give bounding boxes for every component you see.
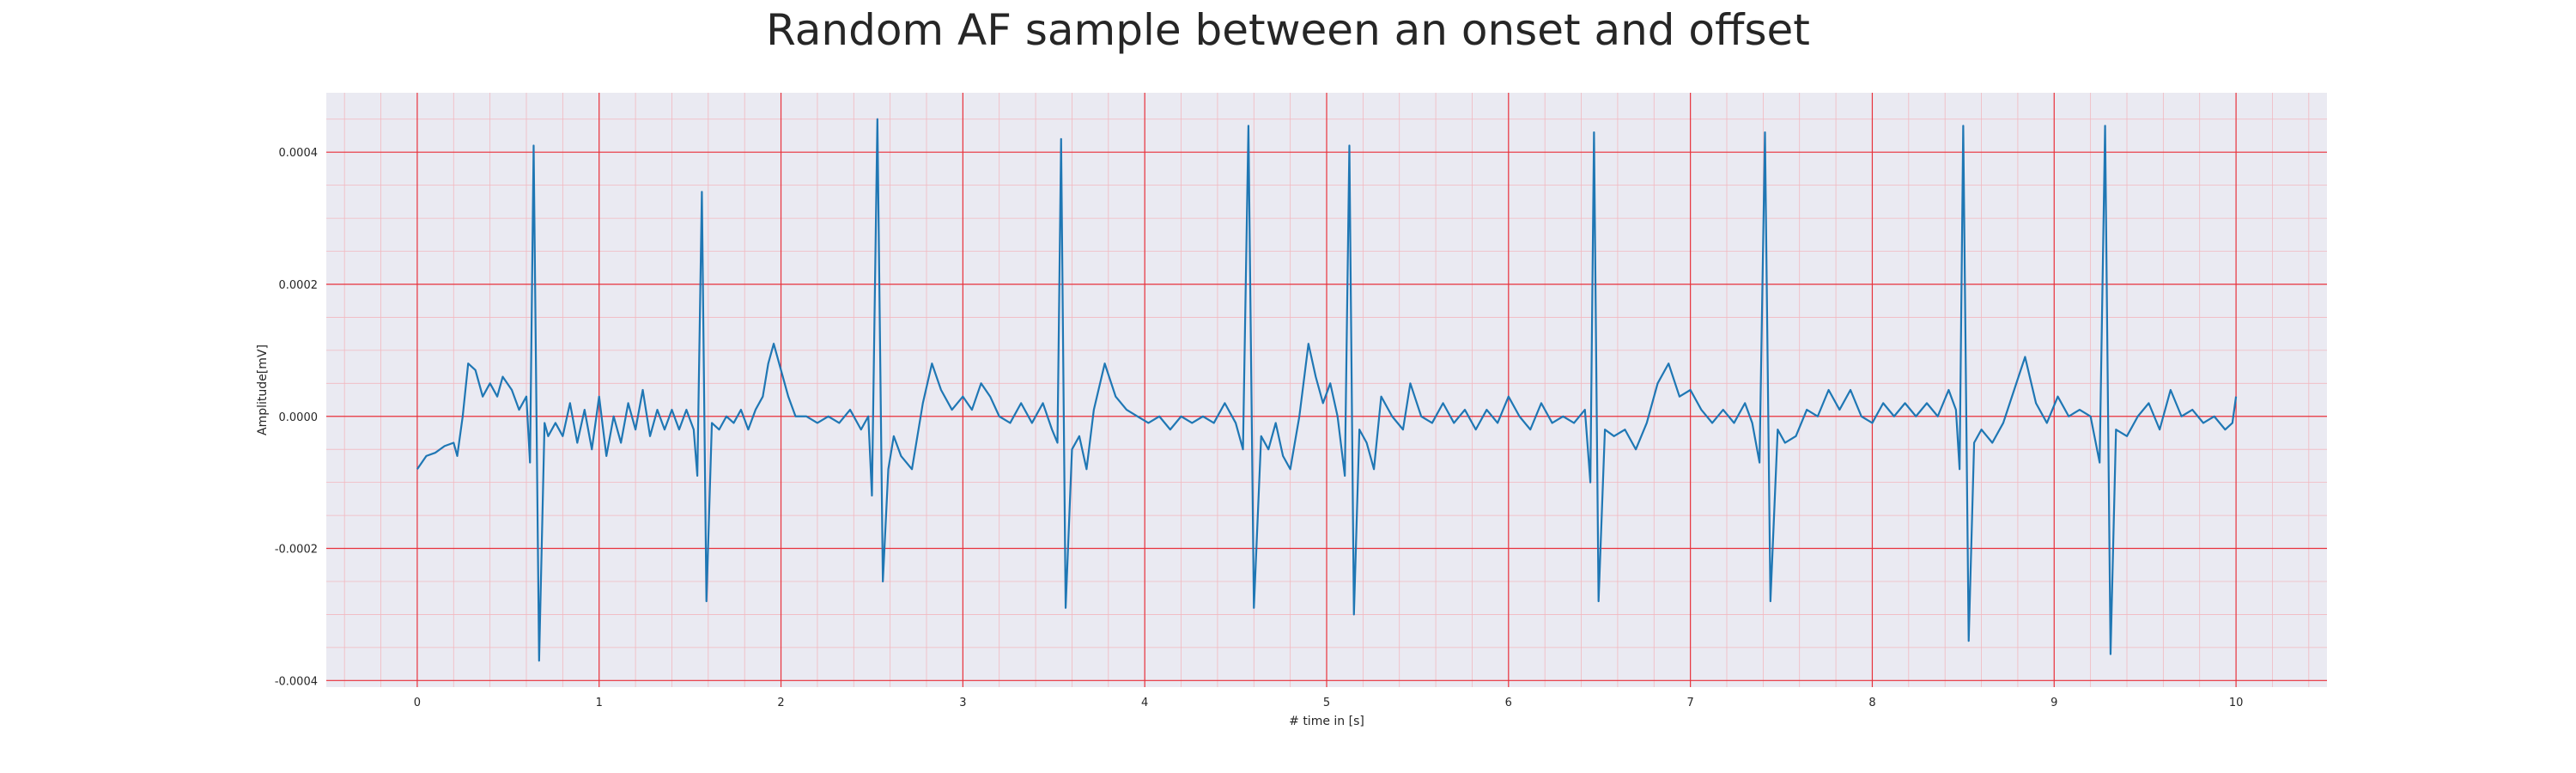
- x-tick-label: 5: [1323, 697, 1330, 709]
- x-axis-label: # time in [s]: [1289, 715, 1364, 728]
- x-tick-label: 9: [2050, 697, 2057, 709]
- x-tick-label: 2: [777, 697, 784, 709]
- x-tick-label: 10: [2229, 697, 2244, 709]
- y-tick-labels: -0.0004 -0.0002 0.0000 0.0002 0.0004: [275, 147, 318, 688]
- x-tick-label: 8: [1868, 697, 1875, 709]
- chart-title: Random AF sample between an onset and of…: [766, 5, 1810, 55]
- y-tick-label: 0.0004: [279, 147, 319, 160]
- y-tick-label: 0.0002: [279, 279, 319, 292]
- x-tick-label: 6: [1505, 697, 1512, 709]
- x-tick-label: 4: [1141, 697, 1148, 709]
- ecg-series-line: [416, 118, 2238, 662]
- x-tick-label: 3: [959, 697, 966, 709]
- x-tick-label: 0: [414, 697, 421, 709]
- x-tick-labels: 0 1 2 3 4 5 6 7 8 9 10: [414, 697, 2244, 709]
- x-tick-label: 1: [596, 697, 603, 709]
- y-tick-label: -0.0004: [275, 675, 318, 688]
- y-axis-label: Amplitude[mV]: [256, 344, 270, 435]
- y-tick-label: 0.0000: [279, 411, 319, 424]
- x-tick-label: 7: [1686, 697, 1693, 709]
- series-layer: [416, 118, 2238, 662]
- y-tick-label: -0.0002: [275, 544, 318, 557]
